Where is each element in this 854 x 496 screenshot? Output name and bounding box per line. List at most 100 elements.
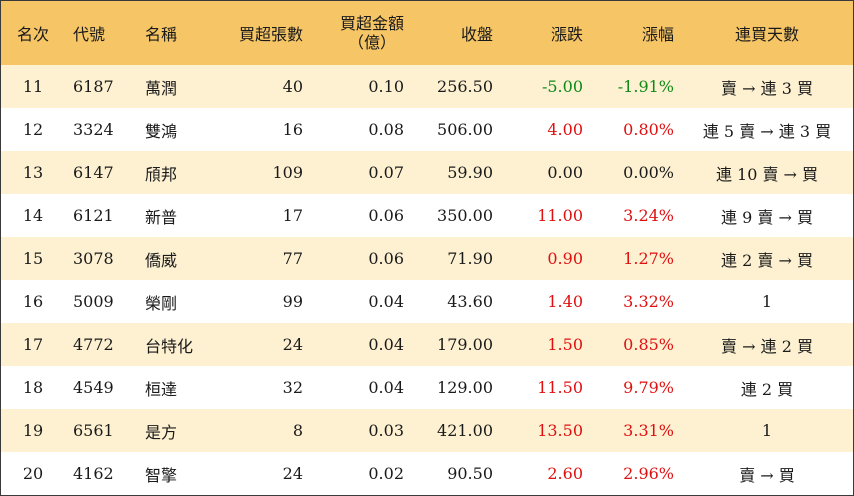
table-header: 名次 代號 名稱 買超張數 買超金額 （億） 收盤 漲跌 漲幅 連買天數 bbox=[1, 1, 853, 66]
cell-buy-lots: 40 bbox=[282, 77, 303, 96]
header-change-pct: 漲幅 bbox=[641, 25, 674, 44]
cell-change-pct: 0.80% bbox=[623, 120, 674, 139]
cell-name: 新普 bbox=[145, 207, 178, 227]
cell-rank: 17 bbox=[22, 335, 44, 354]
cell-name: 萬潤 bbox=[145, 78, 178, 98]
cell-rank: 19 bbox=[22, 421, 44, 440]
cell-close: 129.00 bbox=[437, 378, 493, 397]
table-row: 17 4772 台特化 24 0.04 179.00 1.50 0.85% 賣 → 連 2 買 bbox=[1, 323, 853, 366]
cell-name: 雙鴻 bbox=[145, 121, 178, 141]
cell-consec-days: 賣 → 連 2 買 bbox=[721, 336, 813, 356]
cell-buy-amount: 0.02 bbox=[368, 464, 404, 483]
cell-buy-lots: 109 bbox=[272, 163, 303, 182]
cell-code: 6187 bbox=[73, 77, 114, 96]
cell-close: 350.00 bbox=[437, 206, 493, 225]
table-row: 20 4162 智擎 24 0.02 90.50 2.60 2.96% 賣 → 買 bbox=[1, 452, 853, 495]
cell-buy-amount: 0.04 bbox=[368, 378, 404, 397]
cell-close: 43.60 bbox=[447, 292, 493, 311]
cell-change-pct: 2.96% bbox=[623, 464, 674, 483]
cell-buy-amount: 0.10 bbox=[368, 77, 404, 96]
cell-code: 4162 bbox=[73, 464, 114, 483]
cell-close: 421.00 bbox=[437, 421, 493, 440]
table-row: 16 5009 榮剛 99 0.04 43.60 1.40 3.32% 1 bbox=[1, 280, 853, 323]
cell-buy-lots: 32 bbox=[282, 378, 303, 397]
cell-code: 6147 bbox=[73, 163, 114, 182]
cell-rank: 15 bbox=[22, 249, 44, 268]
cell-buy-lots: 77 bbox=[282, 249, 303, 268]
cell-close: 71.90 bbox=[447, 249, 493, 268]
cell-rank: 18 bbox=[22, 378, 44, 397]
cell-code: 3324 bbox=[73, 120, 114, 139]
cell-buy-amount: 0.07 bbox=[368, 163, 404, 182]
cell-consec-days: 連 10 賣 → 買 bbox=[715, 164, 819, 184]
cell-name: 榮剛 bbox=[145, 293, 178, 313]
cell-change-pct: 0.85% bbox=[623, 335, 674, 354]
header-close: 收盤 bbox=[460, 25, 493, 44]
cell-close: 256.50 bbox=[437, 77, 493, 96]
cell-code: 6121 bbox=[73, 206, 114, 225]
table-row: 15 3078 僑威 77 0.06 71.90 0.90 1.27% 連 2 賣 → 買 bbox=[1, 237, 853, 280]
cell-consec-days: 連 5 賣 → 連 3 買 bbox=[702, 121, 832, 141]
cell-close: 506.00 bbox=[437, 120, 493, 139]
cell-consec-days: 連 2 買 bbox=[740, 379, 794, 399]
cell-buy-lots: 24 bbox=[282, 464, 303, 483]
cell-buy-lots: 24 bbox=[282, 335, 303, 354]
cell-change: 1.40 bbox=[547, 292, 583, 311]
table-row: 12 3324 雙鴻 16 0.08 506.00 4.00 0.80% 連 5 賣 → 連 3… bbox=[1, 108, 853, 151]
cell-change: 11.50 bbox=[537, 378, 583, 397]
table-row: 13 6147 頎邦 109 0.07 59.90 0.00 0.00% 連 10 賣 → 買 bbox=[1, 151, 853, 194]
table-row: 18 4549 桓達 32 0.04 129.00 11.50 9.79% 連 2 買 bbox=[1, 366, 853, 409]
cell-change-pct: 3.24% bbox=[623, 206, 674, 225]
cell-buy-amount: 0.06 bbox=[368, 249, 404, 268]
cell-buy-amount: 0.03 bbox=[368, 421, 404, 440]
cell-name: 智擎 bbox=[145, 465, 178, 485]
cell-rank: 14 bbox=[22, 206, 44, 225]
cell-buy-lots: 8 bbox=[292, 421, 303, 440]
cell-name: 台特化 bbox=[145, 336, 194, 356]
cell-consec-days: 連 9 賣 → 買 bbox=[721, 207, 813, 227]
cell-consec-days: 1 bbox=[761, 421, 773, 440]
header-buy-amount-line1: 買超金額 bbox=[339, 14, 404, 33]
cell-rank: 12 bbox=[22, 120, 44, 139]
cell-name: 頎邦 bbox=[145, 164, 178, 184]
table-row: 19 6561 是方 8 0.03 421.00 13.50 3.31% 1 bbox=[1, 409, 853, 452]
cell-code: 5009 bbox=[73, 292, 114, 311]
cell-consec-days: 賣 → 連 3 買 bbox=[721, 78, 813, 98]
cell-code: 4772 bbox=[73, 335, 114, 354]
cell-change-pct: 9.79% bbox=[623, 378, 674, 397]
header-name: 名稱 bbox=[145, 25, 178, 44]
header-buy-lots: 買超張數 bbox=[238, 25, 303, 44]
cell-name: 是方 bbox=[145, 422, 178, 442]
cell-rank: 20 bbox=[22, 464, 44, 483]
header-change: 漲跌 bbox=[550, 25, 583, 44]
cell-rank: 16 bbox=[22, 292, 44, 311]
header-rank: 名次 bbox=[16, 25, 49, 44]
cell-buy-amount: 0.08 bbox=[368, 120, 404, 139]
cell-change: 4.00 bbox=[547, 120, 583, 139]
cell-name: 桓達 bbox=[145, 379, 178, 399]
cell-change: -5.00 bbox=[541, 77, 583, 96]
cell-close: 59.90 bbox=[447, 163, 493, 182]
cell-code: 3078 bbox=[73, 249, 114, 268]
header-code: 代號 bbox=[73, 25, 106, 44]
cell-rank: 13 bbox=[22, 163, 44, 182]
cell-name: 僑威 bbox=[145, 250, 178, 270]
header-buy-amount-line2: （億） bbox=[347, 33, 396, 52]
cell-buy-lots: 16 bbox=[282, 120, 303, 139]
cell-change: 0.00 bbox=[547, 163, 583, 182]
cell-buy-lots: 99 bbox=[282, 292, 303, 311]
cell-code: 6561 bbox=[73, 421, 114, 440]
cell-change: 0.90 bbox=[547, 249, 583, 268]
cell-buy-lots: 17 bbox=[282, 206, 303, 225]
cell-consec-days: 1 bbox=[761, 292, 773, 311]
cell-change: 2.60 bbox=[547, 464, 583, 483]
cell-change-pct: 1.27% bbox=[623, 249, 674, 268]
cell-buy-amount: 0.06 bbox=[368, 206, 404, 225]
cell-change-pct: 0.00% bbox=[623, 163, 674, 182]
header-buy-amount: 買超金額 （億） bbox=[311, 1, 404, 65]
cell-consec-days: 賣 → 買 bbox=[739, 465, 795, 485]
cell-change: 13.50 bbox=[537, 421, 583, 440]
header-consec-days: 連買天數 bbox=[734, 25, 799, 44]
cell-close: 90.50 bbox=[447, 464, 493, 483]
